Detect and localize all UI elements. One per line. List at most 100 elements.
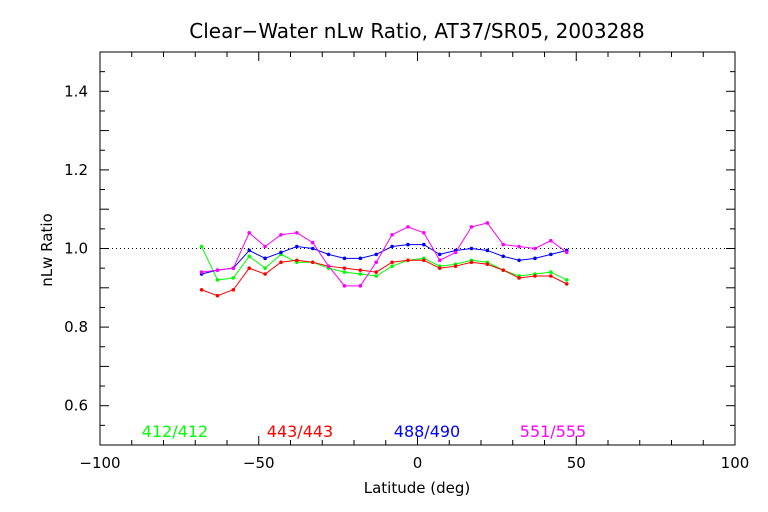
data-point [358, 272, 363, 276]
legend-entry: 443/443 [267, 422, 333, 441]
data-point [517, 244, 521, 249]
data-point [231, 276, 236, 280]
series-line-2 [201, 244, 567, 275]
data-point [374, 270, 379, 274]
data-point [453, 264, 458, 268]
data-point [437, 266, 442, 270]
plot-border [99, 51, 736, 446]
data-point [453, 250, 458, 255]
data-point [279, 260, 283, 265]
y-tick-label: 0.6 [64, 397, 88, 415]
data-point [295, 244, 299, 249]
data-point [564, 250, 569, 255]
data-point [549, 252, 553, 257]
legend-entry: 412/412 [142, 422, 208, 441]
data-point [231, 266, 236, 270]
y-tick-label: 1.0 [64, 240, 88, 258]
data-point [295, 258, 299, 263]
data-point [263, 244, 267, 249]
data-point [437, 252, 442, 257]
data-point [501, 254, 506, 259]
data-point [247, 266, 252, 270]
y-tick-label: 0.8 [64, 318, 88, 336]
data-point [215, 278, 220, 282]
x-tick-label: 100 [721, 454, 750, 472]
data-point [326, 264, 331, 268]
data-point [358, 256, 363, 261]
y-tick-label: 1.2 [64, 161, 88, 179]
data-point [199, 270, 204, 274]
data-point [247, 248, 252, 253]
legend-entry: 488/490 [394, 422, 460, 441]
data-point [564, 282, 569, 286]
series-lines [201, 222, 568, 297]
data-point [390, 244, 394, 249]
data-point [485, 221, 490, 225]
data-point [374, 260, 379, 265]
x-tick-label: 0 [413, 454, 423, 472]
data-point [215, 268, 220, 272]
data-point [247, 230, 252, 235]
data-point [406, 258, 410, 263]
data-point [263, 272, 267, 276]
data-point [406, 225, 410, 229]
data-point [374, 274, 379, 278]
x-tick-label: −100 [79, 454, 120, 472]
data-point [501, 268, 506, 272]
data-point [263, 256, 267, 261]
data-point [549, 270, 553, 274]
x-tick-label: 50 [567, 454, 586, 472]
data-point [358, 268, 363, 272]
data-point [326, 252, 331, 257]
data-point [390, 260, 394, 265]
legend-entry: 551/555 [520, 422, 586, 441]
data-point [533, 256, 537, 261]
data-point [501, 242, 506, 247]
data-point [342, 270, 347, 274]
data-point [549, 274, 553, 278]
series-line-1 [201, 259, 567, 297]
data-point [485, 248, 490, 253]
data-point [437, 258, 442, 263]
chart-title: Clear−Water nLw Ratio, AT37/SR05, 200328… [189, 19, 645, 43]
data-point [469, 246, 474, 251]
data-point [279, 232, 283, 237]
data-point [469, 225, 474, 229]
data-point [390, 264, 394, 268]
data-point [231, 287, 236, 292]
plot-frame [99, 51, 736, 446]
x-tick-label: −50 [243, 454, 275, 472]
data-point [199, 287, 204, 292]
series-line-3 [201, 222, 568, 287]
data-point [374, 252, 379, 257]
data-point [342, 266, 347, 270]
data-point [342, 256, 347, 261]
data-point [310, 260, 315, 265]
series-points [199, 221, 569, 298]
y-axis-label: nLw Ratio [38, 213, 56, 286]
data-point [533, 274, 537, 278]
y-tick-label: 1.4 [64, 82, 88, 100]
data-point [422, 258, 426, 263]
data-point [342, 284, 347, 288]
data-point [517, 276, 521, 280]
data-point [469, 260, 474, 265]
data-point [422, 230, 426, 235]
x-axis-label: Latitude (deg) [364, 479, 470, 497]
data-point [247, 254, 252, 259]
data-point [390, 232, 394, 237]
data-point [564, 278, 569, 282]
data-point [279, 250, 283, 255]
data-point [199, 244, 204, 249]
data-point [422, 242, 426, 247]
data-point [485, 262, 490, 267]
axis-ticks [99, 51, 736, 446]
data-point [215, 293, 220, 298]
data-point [263, 266, 267, 270]
data-point [549, 238, 553, 243]
legend: 412/412 443/443 488/490 551/555 [142, 422, 586, 441]
data-point [295, 230, 299, 235]
data-point [310, 246, 315, 251]
data-point [517, 258, 521, 263]
